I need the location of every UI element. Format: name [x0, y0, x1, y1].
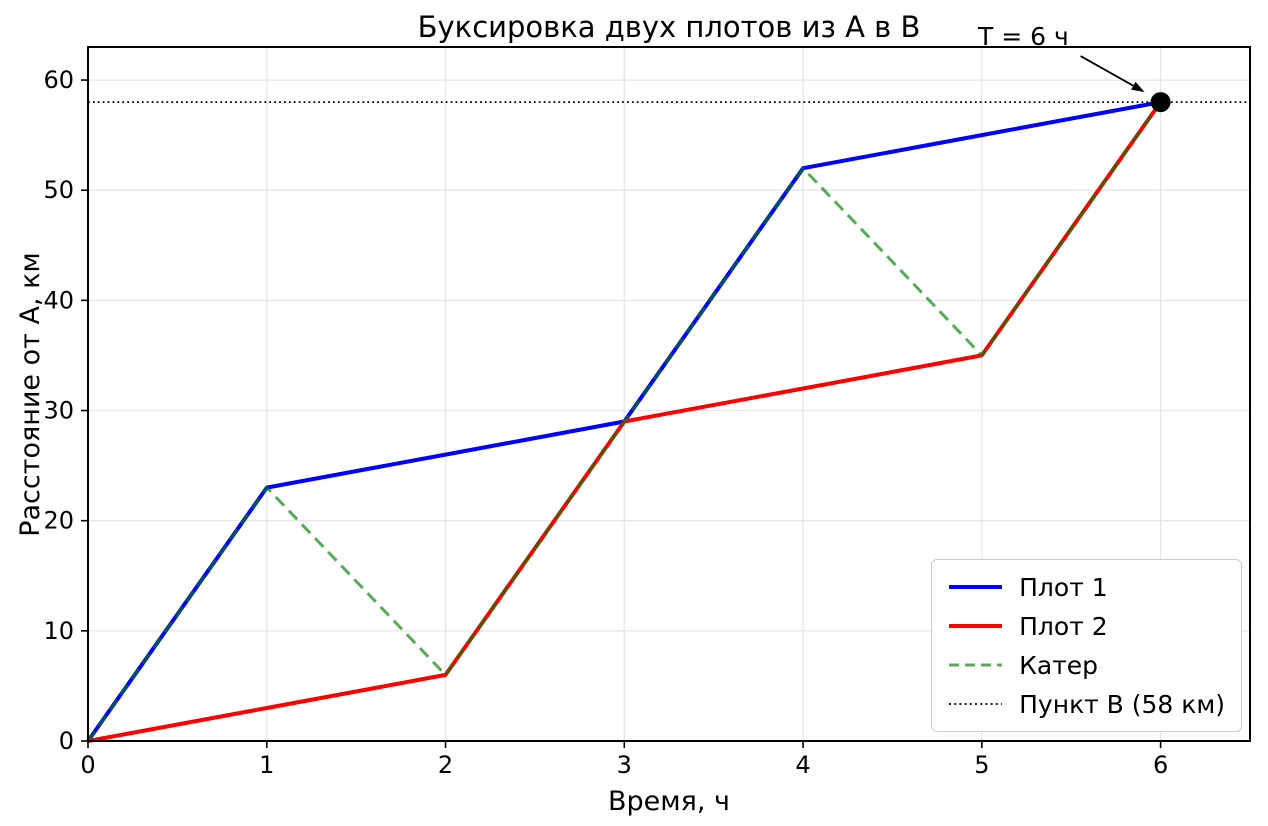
legend-item-boat: Катер — [948, 648, 1225, 682]
legend-label-boat: Катер — [1019, 650, 1099, 680]
legend-swatch-raft2-line — [949, 624, 1003, 628]
legend-label-raft2: Плот 2 — [1019, 611, 1108, 641]
legend-item-raft1: Плот 1 — [948, 570, 1225, 604]
legend-label-raft1: Плот 1 — [1019, 572, 1108, 602]
chart-title: Буксировка двух плотов из А в В — [417, 10, 921, 44]
legend-label-point-b: Пункт В (58 км) — [1019, 689, 1225, 719]
legend-item-point-b: Пункт В (58 км) — [948, 687, 1225, 721]
x-axis-label: Время, ч — [607, 786, 730, 817]
legend-item-raft2: Плот 2 — [948, 609, 1225, 643]
y-tick-label: 30 — [43, 397, 74, 425]
plot-border — [87, 46, 1251, 742]
y-tick-label: 10 — [43, 617, 74, 645]
x-tick-label: 5 — [974, 751, 989, 779]
y-tick-label: 20 — [43, 507, 74, 535]
x-tick-label: 6 — [1153, 751, 1168, 779]
legend-swatch-boat-dashed-line — [949, 663, 1003, 667]
end-point-marker — [1150, 92, 1171, 113]
x-tick-label: 2 — [438, 751, 453, 779]
y-tick-label: 50 — [43, 176, 74, 204]
y-tick-label: 0 — [59, 727, 74, 755]
annotation-arrow-line — [1080, 55, 1139, 89]
legend-swatch-raft1-line — [949, 585, 1003, 589]
legend: Плот 1 Плот 2 Катер Пункт В (58 км) — [931, 559, 1242, 732]
y-axis-label-box: Расстояние от А, км — [12, 47, 48, 741]
y-axis-label: Расстояние от А, км — [14, 251, 46, 537]
annotation-arrowhead — [1131, 81, 1145, 93]
x-tick-label: 1 — [259, 751, 274, 779]
y-tick-label: 60 — [43, 66, 74, 94]
x-tick-label: 0 — [80, 751, 95, 779]
y-tick-label: 40 — [43, 286, 74, 314]
series-line-3 — [86, 101, 1162, 742]
legend-swatch-point-b-dotted-line — [949, 703, 1003, 705]
annotation-text: T = 6 ч — [978, 22, 1069, 51]
x-tick-label: 3 — [617, 751, 632, 779]
x-tick-label: 4 — [795, 751, 810, 779]
